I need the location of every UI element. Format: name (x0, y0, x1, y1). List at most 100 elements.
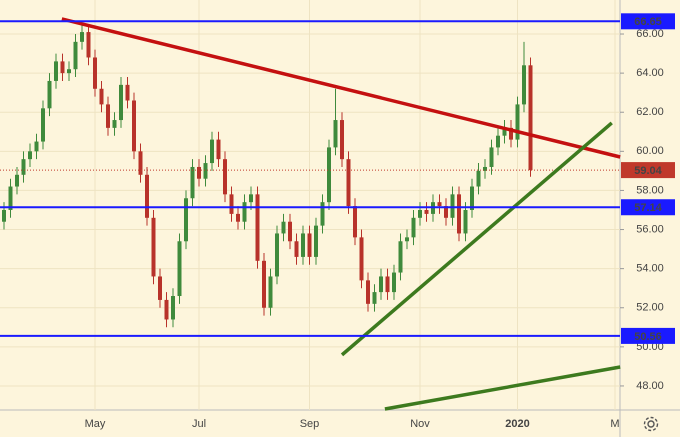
y-tick-label: 64.00 (636, 67, 664, 79)
candle-body (281, 221, 286, 234)
x-tick-label: Nov (410, 418, 430, 430)
candle-body (190, 166, 195, 199)
candle-body (320, 202, 325, 226)
x-tick-label: Jul (192, 418, 206, 430)
price-tag (621, 327, 675, 344)
candle-body (93, 57, 97, 89)
candle-body (99, 88, 104, 105)
y-tick-label: 52.00 (636, 302, 664, 314)
candle-body (119, 84, 123, 121)
candle-body (294, 241, 299, 257)
candle-body (242, 202, 247, 222)
price-tag (621, 13, 675, 30)
candle-body (496, 135, 500, 148)
candle-body (372, 292, 377, 304)
y-tick-label: 56.00 (636, 223, 664, 235)
candle-body (366, 280, 370, 304)
candle-body (515, 104, 520, 140)
candle-body (249, 194, 253, 203)
candle-body (424, 209, 429, 214)
candle-body (470, 186, 474, 210)
candle-body (418, 209, 422, 218)
candle-body (405, 237, 409, 242)
price-tag-label: 66.65 (634, 16, 662, 28)
candle-body (223, 159, 227, 195)
candle-body (255, 194, 260, 261)
candle-body (411, 217, 416, 238)
trendline (384, 365, 621, 411)
y-tick-label: 58.00 (636, 184, 664, 196)
candle-body (333, 120, 338, 148)
candle-body (8, 186, 13, 210)
candle-body (106, 104, 110, 128)
price-tag-label: 59.04 (634, 165, 662, 177)
candle-body (483, 166, 487, 171)
price-tag-label: 57.14 (634, 202, 662, 214)
y-tick-label: 62.00 (636, 106, 664, 118)
candle-body (47, 80, 52, 109)
candle-body (262, 260, 266, 308)
y-tick-label: 60.00 (636, 145, 664, 157)
candle-body (346, 159, 351, 207)
candle-body (502, 127, 507, 136)
candle-body (210, 139, 214, 164)
x-tick-label: M (610, 418, 619, 430)
candle-body (450, 194, 455, 218)
candle-body (476, 170, 481, 187)
candle-body (73, 41, 78, 70)
candle-body (275, 233, 279, 277)
x-tick-label: May (85, 418, 106, 430)
candle-body (444, 206, 448, 218)
candle-body (86, 32, 91, 58)
candle-body (216, 139, 221, 160)
candle-body (288, 221, 292, 242)
candle-body (132, 100, 136, 152)
candle-body (327, 147, 331, 203)
candle-body (463, 209, 468, 234)
y-tick-label: 66.00 (636, 28, 664, 40)
candle-body (509, 127, 513, 140)
candle-body (379, 276, 383, 293)
candle-body (15, 174, 19, 187)
price-tag-label: 50.56 (634, 331, 662, 343)
candle-body (385, 276, 390, 293)
candle-body (184, 198, 188, 242)
candle-body (268, 276, 273, 308)
candle-body (359, 237, 364, 281)
candle-body (528, 65, 533, 171)
y-tick-label: 54.00 (636, 263, 664, 275)
candle-body (392, 272, 396, 293)
candle-body (229, 194, 234, 214)
candle-body (112, 120, 117, 128)
x-tick-label: Sep (300, 418, 320, 430)
trendline (340, 121, 613, 357)
candle-body (151, 217, 156, 277)
price-tag (621, 199, 675, 216)
candle-body (197, 166, 201, 179)
candle-body (164, 299, 169, 320)
candle-body (177, 241, 182, 297)
candle-body (340, 120, 344, 160)
candle-body (171, 296, 175, 320)
candle-body (307, 233, 312, 257)
candle-body (54, 61, 58, 81)
price-tag (621, 162, 675, 179)
candle-body (457, 194, 461, 234)
candle-body (60, 61, 65, 74)
candle-body (125, 84, 130, 101)
candle-body (21, 159, 26, 175)
trendline (61, 17, 621, 159)
candle-body (145, 174, 149, 218)
candle-body (489, 147, 494, 167)
settings-icon[interactable] (643, 416, 659, 432)
y-tick-label: 48.00 (636, 380, 664, 392)
candle-body (203, 163, 208, 179)
candle-body (34, 141, 39, 152)
candle-body (353, 206, 357, 238)
candle-body (67, 69, 71, 74)
candle-body (80, 32, 84, 42)
candle-body (28, 151, 32, 160)
candle-body (522, 65, 526, 105)
